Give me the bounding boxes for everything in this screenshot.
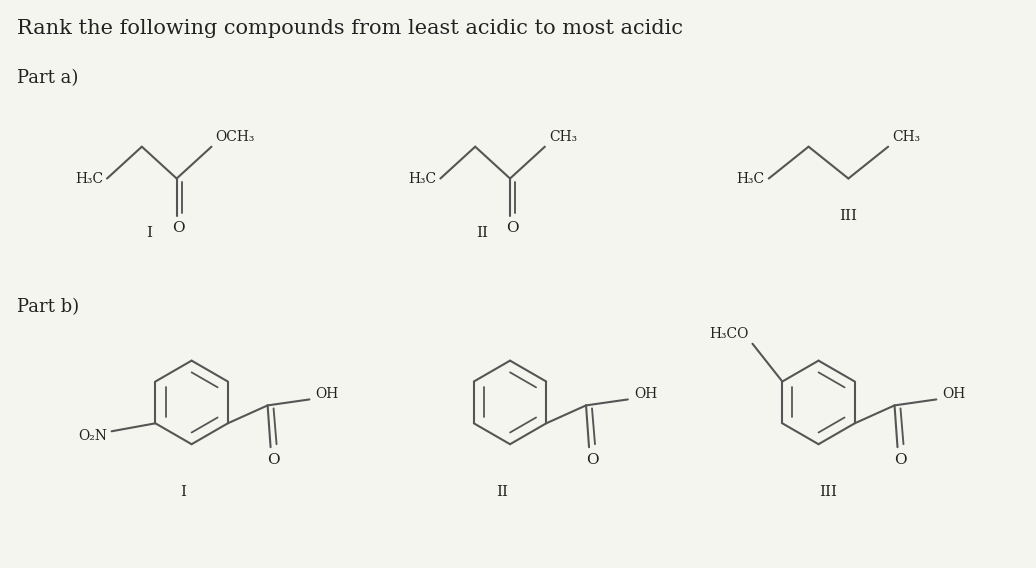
Text: I: I — [146, 226, 152, 240]
Text: O: O — [172, 222, 185, 235]
Text: O: O — [506, 222, 518, 235]
Text: O: O — [894, 453, 906, 467]
Text: I: I — [180, 485, 186, 499]
Text: Part a): Part a) — [18, 69, 79, 87]
Text: CH₃: CH₃ — [549, 130, 577, 144]
Text: H₃CO: H₃CO — [709, 327, 748, 341]
Text: CH₃: CH₃ — [892, 130, 920, 144]
Text: O₂N: O₂N — [79, 429, 108, 443]
Text: OCH₃: OCH₃ — [215, 130, 255, 144]
Text: II: II — [496, 485, 508, 499]
Text: III: III — [839, 210, 858, 223]
Text: III: III — [819, 485, 837, 499]
Text: OH: OH — [315, 387, 339, 402]
Text: H₃C: H₃C — [737, 172, 765, 186]
Text: OH: OH — [634, 387, 657, 402]
Text: H₃C: H₃C — [408, 172, 436, 186]
Text: II: II — [477, 226, 488, 240]
Text: Rank the following compounds from least acidic to most acidic: Rank the following compounds from least … — [18, 19, 684, 38]
Text: Part b): Part b) — [18, 298, 80, 316]
Text: O: O — [267, 453, 280, 467]
Text: OH: OH — [943, 387, 966, 402]
Text: H₃C: H₃C — [75, 172, 103, 186]
Text: O: O — [585, 453, 599, 467]
